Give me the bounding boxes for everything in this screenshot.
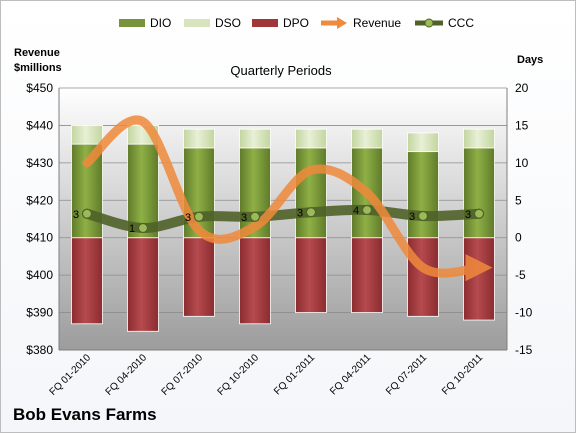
legend-revenue-arrow-icon <box>321 17 347 29</box>
bar-dso <box>183 128 215 149</box>
ccc-data-label: 3 <box>465 209 471 221</box>
left-axis-title-line2: $millions <box>14 62 62 74</box>
right-tick-label: 20 <box>515 81 529 95</box>
ccc-point <box>361 204 373 216</box>
ccc-data-label: 3 <box>297 207 303 219</box>
ccc-point <box>81 208 93 219</box>
chart-title: Quarterly Periods <box>230 63 332 78</box>
bar-dpo <box>463 237 495 321</box>
legend-dio: DIO <box>119 13 171 33</box>
bar-dpo <box>351 237 383 313</box>
ccc-point <box>473 208 485 219</box>
legend-dso-swatch <box>184 19 210 27</box>
left-tick-label: $420 <box>26 193 53 207</box>
bar-dpo <box>407 237 439 317</box>
bar-dio <box>295 147 327 239</box>
ccc-data-label: 3 <box>185 212 191 224</box>
bar-dio <box>127 143 159 239</box>
ccc-data-label: 3 <box>409 211 415 223</box>
bar-dso <box>351 128 383 149</box>
company-name: Bob Evans Farms <box>13 405 157 424</box>
legend-revenue-label: Revenue <box>353 16 402 30</box>
right-tick-label: 15 <box>515 118 529 132</box>
bar-dpo <box>71 237 103 325</box>
x-tick-label: FQ 04-2010 <box>104 352 150 398</box>
ccc-point <box>137 222 149 234</box>
legend: DIO DSO DPO Revenue CCC <box>1 13 575 33</box>
x-tick-label: FQ 10-2010 <box>216 352 262 398</box>
bar-dpo <box>183 237 215 317</box>
left-tick-label: $410 <box>26 231 53 245</box>
ccc-point <box>249 211 261 222</box>
legend-dio-label: DIO <box>150 16 172 30</box>
bars-layer <box>71 125 495 332</box>
left-axis-title-line1: Revenue <box>14 47 60 59</box>
bar-dpo <box>239 237 271 325</box>
bar-dso <box>463 128 495 149</box>
right-tick-label: -5 <box>515 268 526 282</box>
right-tick-label: 10 <box>515 156 529 170</box>
right-tick-label: 0 <box>515 231 522 245</box>
left-tick-label: $380 <box>26 343 53 357</box>
left-tick-label: $450 <box>26 81 53 95</box>
ccc-data-label: 4 <box>353 205 359 217</box>
series-revenue-line <box>82 115 493 282</box>
ccc-data-label: 3 <box>241 212 247 224</box>
bar-dso <box>407 132 439 153</box>
ccc-data-label: 1 <box>129 223 135 235</box>
x-tick-label: FQ 04-2011 <box>328 352 373 397</box>
left-tick-label: $390 <box>26 306 53 320</box>
x-tick-label: FQ 10-2011 <box>440 352 485 397</box>
legend-ccc-marker-icon <box>415 18 443 28</box>
right-axis-title: Days <box>517 54 544 66</box>
ccc-point <box>305 207 317 218</box>
left-tick-label: $440 <box>26 118 53 132</box>
legend-ccc: CCC <box>414 13 474 33</box>
ccc-point <box>193 211 205 222</box>
left-tick-label: $400 <box>26 268 53 282</box>
bar-dso <box>71 125 103 145</box>
bar-dso <box>239 128 271 149</box>
ccc-point <box>417 210 429 222</box>
x-tick-label: FQ 07-2011 <box>384 352 429 397</box>
x-tick-label: FQ 01-2011 <box>272 352 317 397</box>
legend-dpo-swatch <box>252 19 278 27</box>
x-tick-label: FQ 01-2010 <box>48 352 94 398</box>
legend-dso: DSO <box>184 13 241 33</box>
x-tick-label: FQ 07-2010 <box>160 352 206 398</box>
lines-layer: 3 1 3 3 3 4 3 3 <box>73 115 493 282</box>
right-tick-label: 5 <box>515 193 522 207</box>
legend-dpo: DPO <box>252 13 309 33</box>
ccc-data-label: 3 <box>73 209 79 221</box>
bar-dso <box>295 128 327 149</box>
bar-dpo <box>295 237 327 313</box>
bar-dio <box>407 151 439 239</box>
left-tick-label: $430 <box>26 156 53 170</box>
right-tick-label: -10 <box>515 306 533 320</box>
legend-revenue: Revenue <box>319 13 401 33</box>
legend-ccc-label: CCC <box>448 16 474 30</box>
legend-dio-swatch <box>119 19 145 27</box>
bar-dio <box>463 147 495 239</box>
bar-dpo <box>127 237 159 332</box>
legend-dpo-label: DPO <box>283 16 310 30</box>
legend-dso-label: DSO <box>215 16 242 30</box>
right-tick-label: -15 <box>515 343 533 357</box>
